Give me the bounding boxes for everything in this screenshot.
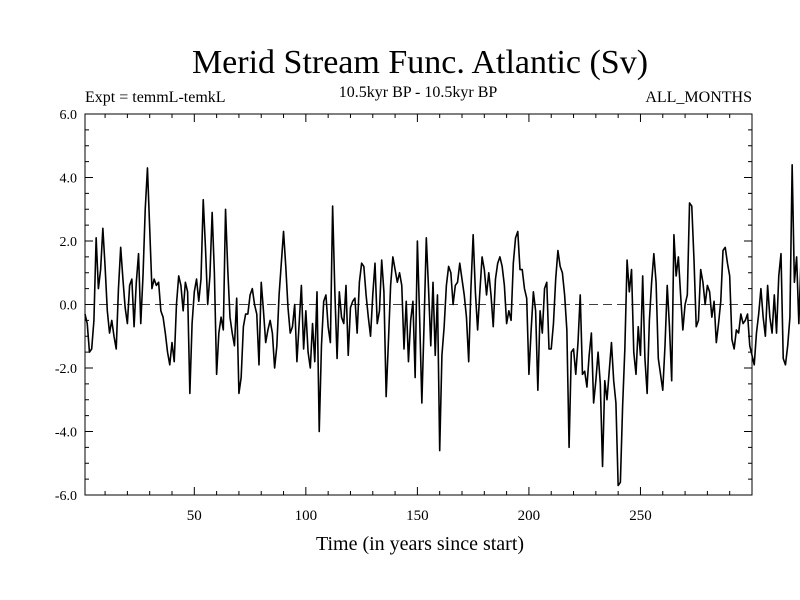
x-tick-label: 250 — [629, 508, 652, 524]
x-tick-label: 50 — [187, 508, 202, 524]
x-tick-label: 200 — [518, 508, 541, 524]
chart-subtitle-left: Expt = temmL-temkL — [85, 89, 226, 106]
y-tick-label: 4.0 — [60, 172, 78, 187]
chart-title: Merid Stream Func. Atlantic (Sv) — [192, 44, 648, 81]
plot-area: -6.0 -4.0 -2.0 0.0 2.0 4.0 6.0 50 100 150 200 250 — [55, 108, 800, 524]
series-line — [84, 164, 800, 487]
x-axis-label: Time (in years since start) — [316, 533, 524, 555]
y-tick-label: -2.0 — [55, 362, 77, 377]
chart-subtitle-center: 10.5kyr BP - 10.5kyr BP — [339, 84, 498, 101]
y-tick-label: 6.0 — [60, 108, 78, 123]
chart-subtitle-right: ALL_MONTHS — [645, 89, 752, 106]
y-tick-label: 2.0 — [60, 235, 78, 250]
y-tick-label: -4.0 — [55, 426, 77, 441]
y-tick-label: 0.0 — [60, 299, 78, 314]
x-tick-label: 100 — [295, 508, 318, 524]
x-tick-label: 150 — [406, 508, 429, 524]
y-tick-label: -6.0 — [55, 489, 77, 504]
